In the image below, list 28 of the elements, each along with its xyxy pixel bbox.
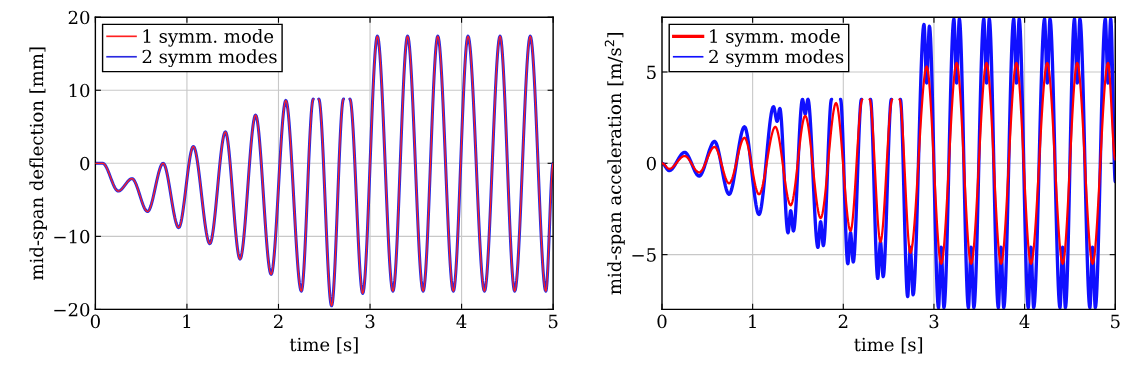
x-tick-label: 4 (1019, 314, 1030, 328)
y-tick-label: −20 (54, 302, 90, 317)
y-tick-label: 0 (80, 156, 90, 171)
legend-label: 1 symm. mode (143, 28, 274, 47)
y-axis-title: mid-span acceleration [m/s$^{2}$] (604, 33, 625, 295)
x-tick-label: 2 (273, 314, 283, 328)
x-tick-label: 0 (657, 314, 667, 329)
x-tick-label: 5 (1111, 314, 1120, 329)
x-tick-label: 5 (548, 314, 558, 329)
legend-label: 1 symm. mode (710, 28, 840, 47)
y-tick-label: 0 (646, 156, 656, 171)
legend-label: 2 symm modes (142, 49, 277, 68)
x-axis-title: time [s] (289, 337, 358, 354)
y-axis-title: mid-span deflection [mm] (29, 47, 47, 280)
y-tick-label: −10 (54, 229, 90, 244)
x-tick-label: 4 (456, 314, 467, 328)
x-tick-label: 2 (838, 314, 848, 328)
x-tick-label: 0 (90, 314, 100, 329)
x-tick-label: 1 (749, 314, 756, 328)
y-tick-label: −5 (632, 248, 656, 262)
y-tick-label: 10 (69, 83, 90, 98)
legend-label: 2 symm modes (709, 49, 844, 68)
y-tick-label: 5 (647, 65, 656, 80)
x-tick-label: 3 (365, 314, 375, 329)
x-axis-title: time [s] (854, 337, 923, 354)
x-tick-label: 3 (929, 314, 939, 329)
y-tick-label: 20 (68, 10, 90, 25)
x-tick-label: 1 (183, 314, 191, 328)
